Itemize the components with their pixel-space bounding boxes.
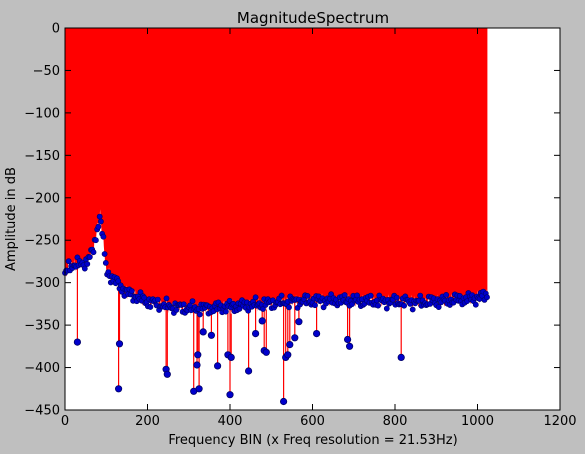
x-tick-label: 800 <box>383 414 408 429</box>
stem-marker <box>65 258 72 265</box>
y-tick-label: −300 <box>24 276 60 291</box>
stem-marker <box>163 295 170 302</box>
x-axis-label: Frequency BIN (x Freq resolution = 21.53… <box>168 433 457 448</box>
y-tick-label: −250 <box>24 234 60 249</box>
stem-marker <box>312 329 321 338</box>
stem-marker <box>409 306 416 313</box>
stem-marker <box>262 348 270 356</box>
stem-marker <box>435 304 442 310</box>
stem-marker <box>484 294 490 301</box>
stem-marker <box>90 249 97 256</box>
stem-marker <box>258 317 266 325</box>
stem-marker <box>227 353 235 361</box>
x-axis: 0 200 400 600 800 1000 1200 <box>61 28 577 429</box>
stem-marker <box>93 237 99 244</box>
stem-marker <box>397 353 405 361</box>
stem-marker <box>401 302 407 309</box>
stem-marker <box>95 223 102 230</box>
stem-marker <box>245 367 253 375</box>
stem-markers <box>62 213 490 406</box>
x-tick-label: 400 <box>218 414 243 429</box>
stem-marker <box>73 338 82 346</box>
x-tick-label: 0 <box>61 414 69 429</box>
y-tick-label: −50 <box>33 64 60 79</box>
stem-marker <box>193 361 201 369</box>
x-tick-label: 600 <box>300 414 325 429</box>
stem-marker <box>252 294 259 301</box>
y-axis-label: Amplitude in dB <box>4 167 19 271</box>
stem-marker <box>417 292 424 299</box>
stem-marker <box>226 391 234 399</box>
stem-marker <box>147 304 154 310</box>
stem-marker <box>284 351 292 359</box>
y-tick-label: −450 <box>24 404 60 419</box>
stem-marker <box>189 298 196 304</box>
stem-marker <box>443 291 450 298</box>
stem-marker <box>102 259 109 266</box>
stem-marker <box>383 305 390 312</box>
stem-marker <box>343 335 352 344</box>
stem-marker <box>98 218 104 225</box>
stem-marker <box>393 294 400 301</box>
stem-marker <box>472 301 479 308</box>
stem-marker <box>375 302 381 309</box>
y-tick-label: −100 <box>24 106 60 121</box>
stem-marker <box>291 334 299 342</box>
stem-marker <box>115 340 124 348</box>
stem-marker <box>173 306 180 313</box>
y-axis: 0 −50 −100 −150 −200 −250 −300 −350 −400 −450 <box>24 22 560 419</box>
stem-marker <box>304 292 311 299</box>
stem-marker <box>84 261 91 267</box>
stem-marker <box>195 385 203 393</box>
stem-marker <box>154 296 161 303</box>
stem-marker <box>101 251 108 257</box>
stem-marker <box>279 397 288 406</box>
stem-marker <box>278 292 285 299</box>
stem-marker <box>222 308 229 315</box>
stem-marker <box>214 362 222 370</box>
stem-marker <box>286 304 292 311</box>
y-tick-label: −150 <box>24 149 60 164</box>
stem-marker <box>81 265 88 272</box>
y-tick-label: −400 <box>24 361 60 376</box>
stem-marker <box>207 331 215 339</box>
chart-title: MagnitudeSpectrum <box>237 9 389 27</box>
y-tick-label: −200 <box>24 191 60 206</box>
stem-marker <box>252 329 260 338</box>
y-tick-label: −350 <box>24 319 60 334</box>
stem-fill-area <box>65 28 488 316</box>
y-tick-label: 0 <box>52 22 60 37</box>
x-tick-label: 200 <box>135 414 160 429</box>
stem-marker <box>367 292 374 299</box>
stem-marker <box>286 340 294 349</box>
stem-marker <box>115 278 122 284</box>
x-tick-label: 1200 <box>543 414 576 429</box>
x-tick-label: 1000 <box>461 414 494 429</box>
stem-marker <box>196 311 203 318</box>
stem-marker <box>341 292 348 298</box>
stem-marker <box>115 385 123 393</box>
stem-marker <box>180 301 187 308</box>
stem-marker <box>86 254 93 260</box>
stem-marker <box>96 213 103 220</box>
stem-marker <box>199 328 207 336</box>
stem-marker <box>312 302 318 309</box>
stem-marker <box>100 233 107 240</box>
stem-marker <box>128 288 135 294</box>
stem-marker <box>194 351 202 359</box>
stem-marker <box>345 342 354 350</box>
plot-content <box>62 28 490 406</box>
stem-marker <box>163 370 171 378</box>
stem-marker <box>295 318 303 326</box>
